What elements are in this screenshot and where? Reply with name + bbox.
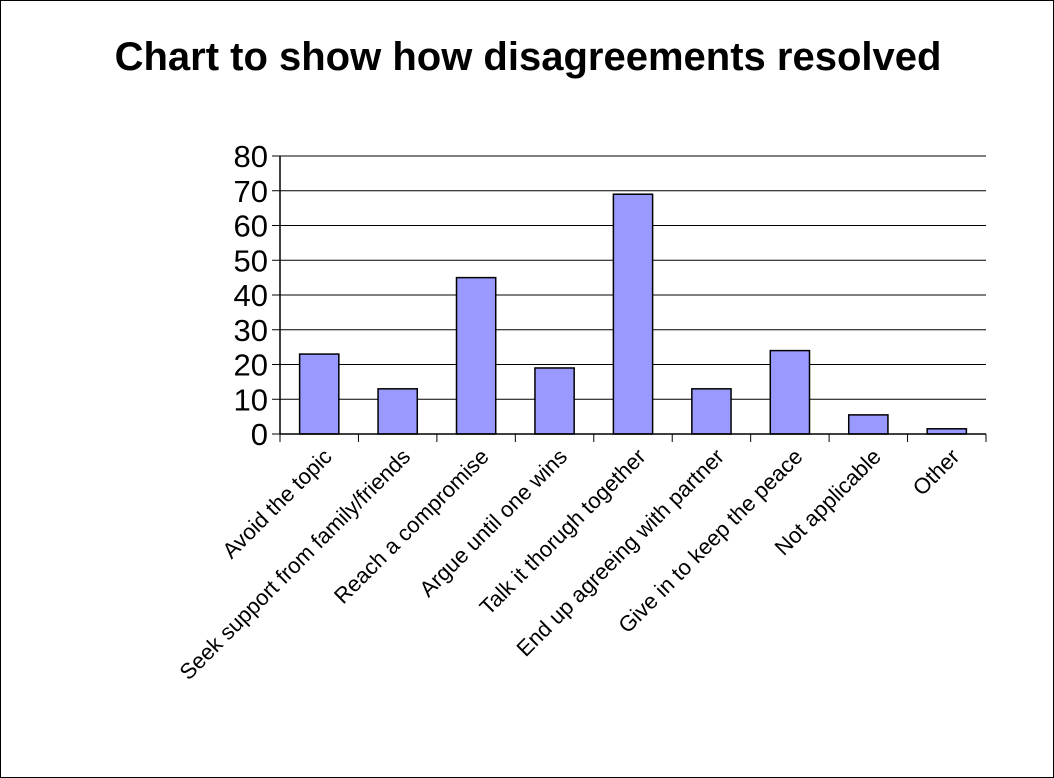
bar — [377, 388, 419, 435]
bar — [612, 193, 654, 435]
y-tick-label: 80 — [234, 139, 268, 174]
y-tick-label: 10 — [234, 382, 268, 417]
chart-title: Chart to show how disagreements resolved — [114, 35, 942, 79]
x-category-label: Argue until one wins — [414, 444, 572, 602]
bar — [769, 349, 811, 435]
x-category-label: Reach a compromise — [329, 444, 494, 609]
bar — [691, 388, 732, 435]
x-category-label: Other — [908, 444, 965, 501]
bars — [298, 193, 968, 435]
bar — [298, 353, 340, 435]
bar — [534, 367, 575, 435]
bar — [455, 276, 497, 435]
y-tick-label: 60 — [234, 209, 268, 244]
bar — [926, 428, 968, 435]
y-tick-label: 40 — [234, 278, 268, 313]
y-tick-label: 30 — [234, 313, 268, 348]
y-tick-label: 0 — [251, 417, 268, 452]
y-tick-label: 20 — [234, 348, 268, 383]
axes — [272, 155, 987, 442]
y-tick-label: 50 — [234, 243, 268, 278]
bar — [847, 414, 889, 435]
y-tick-label: 70 — [234, 174, 268, 209]
